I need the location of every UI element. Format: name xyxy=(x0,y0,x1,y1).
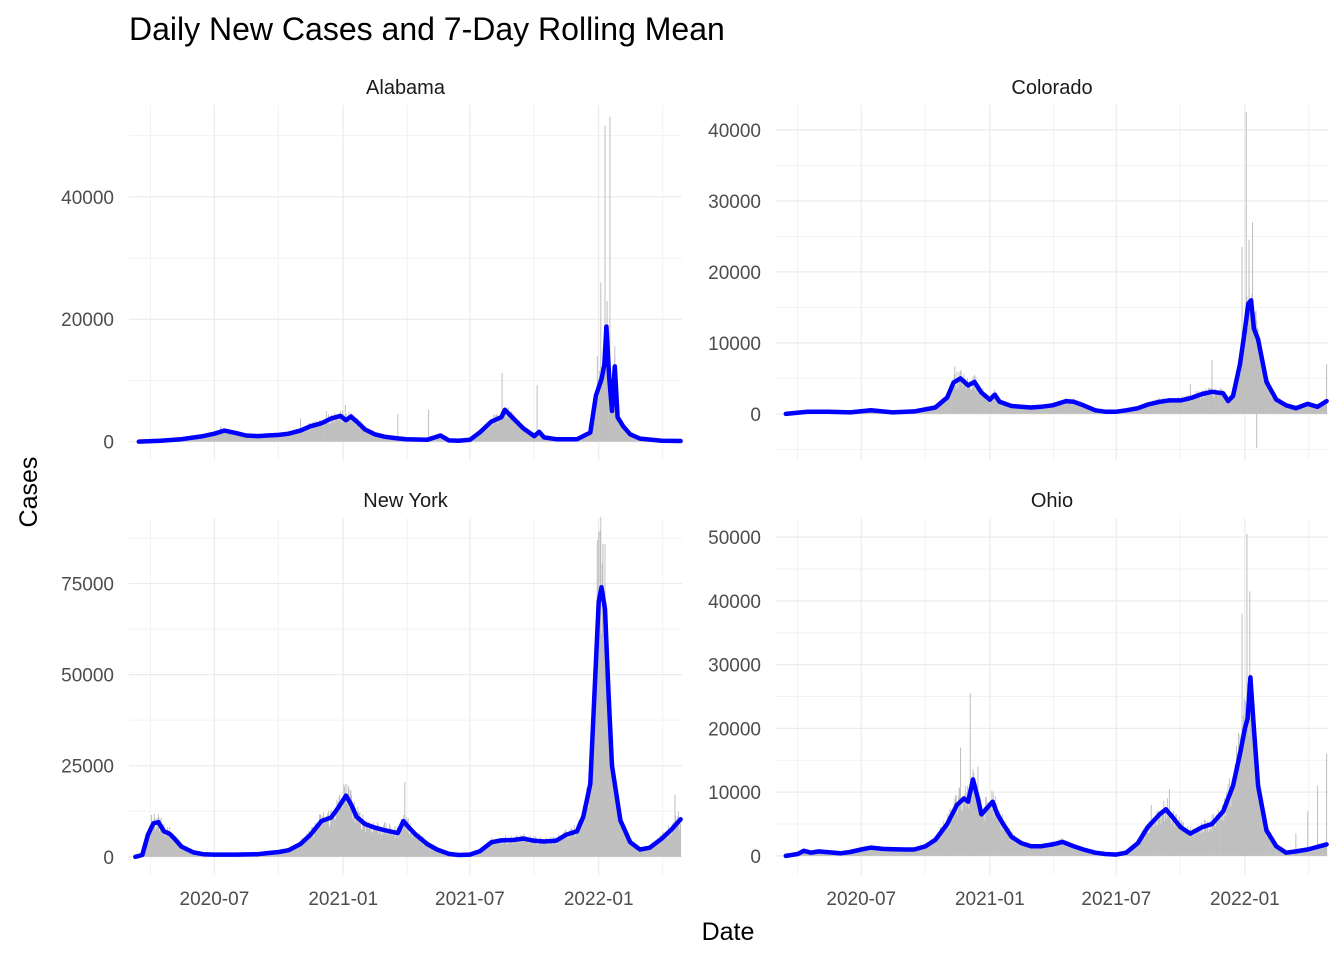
chart-title: Daily New Cases and 7-Day Rolling Mean xyxy=(129,11,725,47)
facet-panel-new-york: New York 0 25000 50000 75000 2020-07 2021-01 20… xyxy=(61,490,683,910)
rolling-mean-line xyxy=(783,298,1329,417)
y-tick-label: 10000 xyxy=(708,334,761,355)
facet-panel-colorado: Colorado 0 10000 20000 30000 40000 xyxy=(708,77,1329,460)
x-tick-label: 2020-07 xyxy=(180,889,250,910)
facet-label: Colorado xyxy=(1011,77,1092,99)
facet-panel-alabama: Alabama 0 20000 40000 xyxy=(61,77,683,460)
y-tick-label: 20000 xyxy=(61,310,114,331)
x-axis-title: Date xyxy=(702,918,755,946)
y-tick-label: 0 xyxy=(103,848,114,869)
y-tick-label: 30000 xyxy=(708,656,761,677)
y-tick-label: 75000 xyxy=(61,575,114,596)
y-tick-label: 40000 xyxy=(708,121,761,142)
y-tick-label: 20000 xyxy=(708,719,761,740)
rolling-mean-line xyxy=(133,584,683,860)
facet-panels: Alabama 0 20000 40000 Colorado 0 10000 20000 300… xyxy=(61,77,1329,910)
y-tick-label: 50000 xyxy=(61,666,114,687)
y-tick-label: 0 xyxy=(750,847,761,868)
y-axis-title: Cases xyxy=(15,457,43,528)
y-tick-label: 0 xyxy=(750,405,761,426)
x-tick-label: 2021-01 xyxy=(308,889,378,910)
y-tick-label: 0 xyxy=(103,433,114,454)
x-tick-label: 2021-07 xyxy=(1081,889,1151,910)
x-tick-label: 2021-07 xyxy=(435,889,505,910)
facet-label: Alabama xyxy=(366,77,446,99)
y-tick-label: 25000 xyxy=(61,757,114,778)
y-tick-label: 30000 xyxy=(708,192,761,213)
facet-panel-ohio: Ohio 0 10000 20000 30000 40000 50000 2020-07 202… xyxy=(708,490,1329,910)
facet-label: Ohio xyxy=(1031,490,1073,512)
y-tick-label: 40000 xyxy=(61,188,114,209)
x-tick-label: 2021-01 xyxy=(955,889,1025,910)
x-tick-label: 2020-07 xyxy=(826,889,896,910)
facet-label: New York xyxy=(363,490,448,512)
x-tick-label: 2022-01 xyxy=(564,889,634,910)
y-tick-label: 10000 xyxy=(708,783,761,804)
y-tick-label: 20000 xyxy=(708,263,761,284)
y-tick-label: 40000 xyxy=(708,592,761,613)
rolling-mean-line xyxy=(783,675,1329,859)
y-tick-label: 50000 xyxy=(708,528,761,549)
x-tick-label: 2022-01 xyxy=(1210,889,1280,910)
rolling-mean-line xyxy=(136,324,683,444)
